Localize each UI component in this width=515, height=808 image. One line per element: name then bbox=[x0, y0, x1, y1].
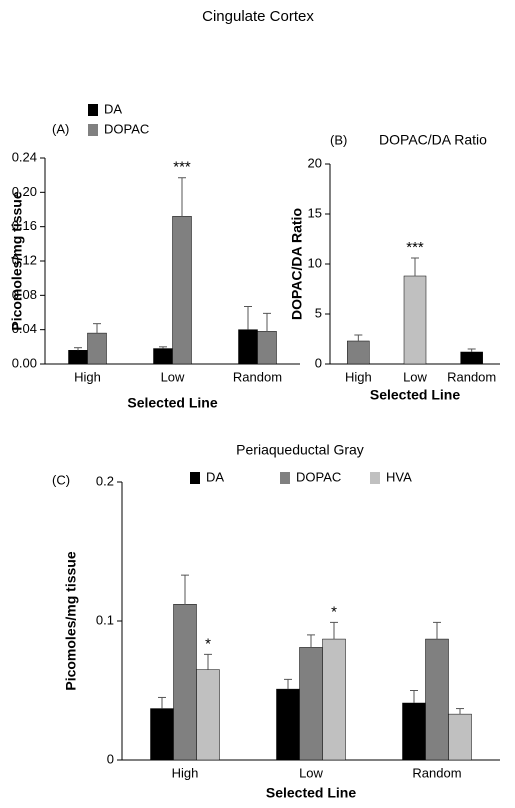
y-tick-label: 0.24 bbox=[12, 149, 37, 164]
bar bbox=[153, 348, 173, 365]
legend-swatch bbox=[190, 472, 200, 484]
legend-label: DA bbox=[104, 101, 122, 116]
annotation: * bbox=[331, 603, 337, 620]
bar bbox=[257, 331, 277, 365]
legend-label: HVA bbox=[386, 469, 412, 484]
y-tick-label: 20 bbox=[308, 155, 322, 170]
y-tick-label: 0 bbox=[107, 751, 114, 766]
x-tick-label: Low bbox=[161, 369, 185, 384]
y-tick-label: 0.1 bbox=[96, 612, 114, 627]
y-tick-label: 0.2 bbox=[96, 473, 114, 488]
annotation: *** bbox=[173, 159, 191, 176]
annotation: * bbox=[205, 635, 211, 652]
bar bbox=[403, 275, 427, 365]
legend-label: DOPAC bbox=[104, 121, 149, 136]
x-axis-label: Selected Line bbox=[266, 785, 356, 801]
legend-swatch bbox=[88, 124, 98, 136]
y-tick-label: 5 bbox=[315, 305, 322, 320]
y-axis-label: Picomoles/mg tissue bbox=[9, 191, 25, 330]
bar bbox=[87, 332, 107, 365]
x-axis-label: Selected Line bbox=[127, 395, 217, 411]
bar bbox=[425, 638, 449, 761]
legend-label: DA bbox=[206, 469, 224, 484]
bar bbox=[68, 350, 88, 365]
y-tick-label: 0.08 bbox=[12, 287, 37, 302]
panel-title: DOPAC/DA Ratio bbox=[379, 132, 487, 148]
y-tick-label: 15 bbox=[308, 205, 322, 220]
x-tick-label: Random bbox=[447, 369, 496, 384]
legend-swatch bbox=[370, 472, 380, 484]
panel-label: (A) bbox=[52, 121, 69, 136]
x-tick-label: Random bbox=[233, 369, 282, 384]
bar bbox=[173, 604, 197, 761]
bar bbox=[196, 669, 220, 761]
y-axis-label: Picomoles/mg tissue bbox=[63, 551, 79, 690]
bar bbox=[448, 713, 472, 761]
bar bbox=[238, 329, 258, 365]
x-tick-label: Low bbox=[403, 369, 427, 384]
bar bbox=[299, 647, 323, 761]
panel-label: (B) bbox=[330, 132, 347, 147]
bar bbox=[172, 216, 192, 365]
figure-title: Cingulate Cortex bbox=[202, 8, 314, 25]
bar bbox=[276, 688, 300, 761]
y-tick-label: 0.00 bbox=[12, 355, 37, 370]
x-tick-label: Random bbox=[412, 765, 461, 780]
annotation: *** bbox=[406, 239, 424, 256]
y-axis-label: DOPAC/DA Ratio bbox=[289, 208, 305, 320]
y-tick-label: 0.04 bbox=[12, 321, 37, 336]
legend-swatch bbox=[280, 472, 290, 484]
panel-label: (C) bbox=[52, 472, 70, 487]
bar bbox=[402, 702, 426, 761]
bar bbox=[460, 351, 483, 365]
panel-title: Periaqueductal Gray bbox=[236, 442, 364, 458]
x-axis-label: Selected Line bbox=[370, 387, 460, 403]
legend-label: DOPAC bbox=[296, 469, 341, 484]
bar bbox=[347, 340, 370, 365]
x-tick-label: High bbox=[172, 765, 199, 780]
y-tick-label: 0.20 bbox=[12, 184, 37, 199]
y-tick-label: 10 bbox=[308, 255, 322, 270]
y-tick-label: 0.12 bbox=[12, 252, 37, 267]
x-tick-label: High bbox=[74, 369, 101, 384]
legend-swatch bbox=[88, 104, 98, 116]
y-tick-label: 0 bbox=[315, 355, 322, 370]
y-tick-label: 0.16 bbox=[12, 218, 37, 233]
bar bbox=[322, 638, 346, 761]
x-tick-label: Low bbox=[299, 765, 323, 780]
x-tick-label: High bbox=[345, 369, 372, 384]
bar bbox=[150, 708, 174, 761]
